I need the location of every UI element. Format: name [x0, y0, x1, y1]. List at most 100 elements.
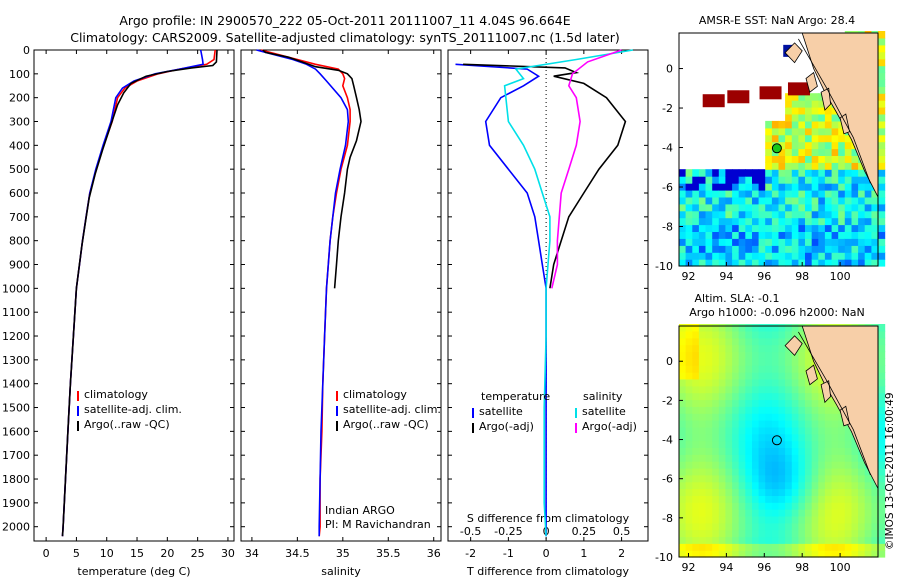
map-cell — [818, 100, 826, 108]
map-frame — [678, 325, 879, 558]
map-cell — [805, 100, 813, 108]
map-cell — [818, 481, 826, 490]
map-cell — [811, 420, 819, 428]
map-cell — [785, 210, 793, 219]
map-cell — [824, 454, 833, 462]
map-cell — [732, 372, 740, 380]
map-cell — [818, 176, 826, 184]
map-cell — [864, 217, 872, 226]
map-cell — [785, 169, 793, 177]
map-cell — [831, 245, 839, 253]
map-cell — [878, 330, 886, 339]
map-cell — [692, 413, 700, 421]
map-cell — [712, 176, 720, 184]
map-cell — [844, 474, 852, 483]
map-cell — [679, 196, 687, 205]
map-cell — [785, 196, 793, 205]
map-cell — [811, 447, 819, 455]
map-cell — [732, 447, 740, 455]
map-cell — [851, 440, 859, 448]
map-cell — [685, 365, 693, 373]
map-cell — [692, 461, 700, 469]
map-cell — [685, 196, 693, 205]
map-cell — [811, 529, 819, 538]
legend-label: climatology — [343, 388, 407, 401]
map-cell — [692, 385, 700, 394]
map-cell — [824, 210, 833, 219]
map-cell — [785, 365, 793, 373]
map-cell — [838, 447, 846, 455]
map-cell — [844, 183, 852, 191]
map-cell — [824, 127, 833, 136]
map-cell — [791, 155, 799, 163]
legend-label: Argo(-adj) — [582, 420, 637, 433]
map-cell — [679, 372, 687, 380]
map-cell — [778, 454, 786, 462]
map-cell — [824, 467, 833, 476]
map-cell — [805, 358, 813, 366]
map-cell — [791, 365, 799, 373]
map-cell — [818, 522, 826, 531]
map-cell — [732, 231, 740, 239]
map-cell — [805, 176, 813, 184]
map-cell — [844, 217, 852, 226]
map-cell — [712, 433, 720, 442]
map-cell — [785, 217, 793, 226]
y-tick-label: 0 — [666, 355, 673, 368]
series-line — [256, 49, 350, 537]
map-cell — [811, 155, 819, 163]
map-cell — [785, 155, 793, 163]
map-cell — [785, 529, 793, 538]
map-cell — [765, 351, 773, 359]
x-tick-label: 34.5 — [285, 547, 310, 560]
map-cell — [745, 169, 753, 177]
map-cell — [738, 210, 746, 219]
map-cell — [805, 502, 813, 510]
map-cell — [785, 141, 793, 150]
map-cell — [712, 461, 720, 469]
map-cell — [831, 155, 839, 163]
map-cell — [778, 413, 786, 421]
map-cell — [745, 481, 753, 490]
map-cell — [831, 433, 839, 442]
map-cell — [844, 461, 852, 469]
map-cell — [738, 196, 746, 205]
map-cell — [838, 529, 846, 538]
map-cell — [818, 543, 826, 551]
map-cell — [838, 203, 846, 212]
map-cell — [698, 183, 707, 191]
map-cell — [745, 385, 753, 394]
map-cell — [705, 344, 713, 353]
map-cell — [725, 474, 733, 483]
map-cell — [778, 461, 786, 469]
map-cell — [878, 365, 886, 373]
map-cell — [878, 550, 886, 558]
map-cell — [718, 385, 726, 394]
map-cell — [765, 231, 773, 239]
map-cell — [771, 413, 780, 421]
map-cell — [844, 515, 852, 524]
map-cell — [745, 176, 753, 184]
map-cell — [824, 522, 833, 531]
map-cell — [824, 420, 833, 428]
map-cell — [785, 481, 793, 490]
map-cell — [705, 515, 713, 524]
legend-label: satellite — [582, 405, 626, 418]
map-cell — [778, 502, 786, 510]
y-tick-label: 1200 — [2, 330, 30, 343]
map-cell — [838, 550, 846, 558]
map-cell — [698, 196, 707, 205]
map-cell — [712, 399, 720, 407]
watermark: ©IMOS 13-Oct-2011 16:00:49 — [884, 392, 896, 550]
map-cell — [878, 169, 886, 177]
x-tick-label: 100 — [830, 270, 851, 283]
map-cell — [765, 392, 773, 401]
map-cell — [692, 358, 700, 366]
map-cell — [725, 481, 733, 490]
difference-profile-panel: -2 -1 0 1 2-0.5 -0.25 0 0.25 0.5S difference fro… — [447, 49, 649, 578]
map-cell — [738, 536, 746, 544]
map-cell — [791, 481, 799, 490]
map-cell — [824, 481, 833, 490]
map-cell — [864, 522, 872, 531]
map-cell — [858, 543, 866, 551]
